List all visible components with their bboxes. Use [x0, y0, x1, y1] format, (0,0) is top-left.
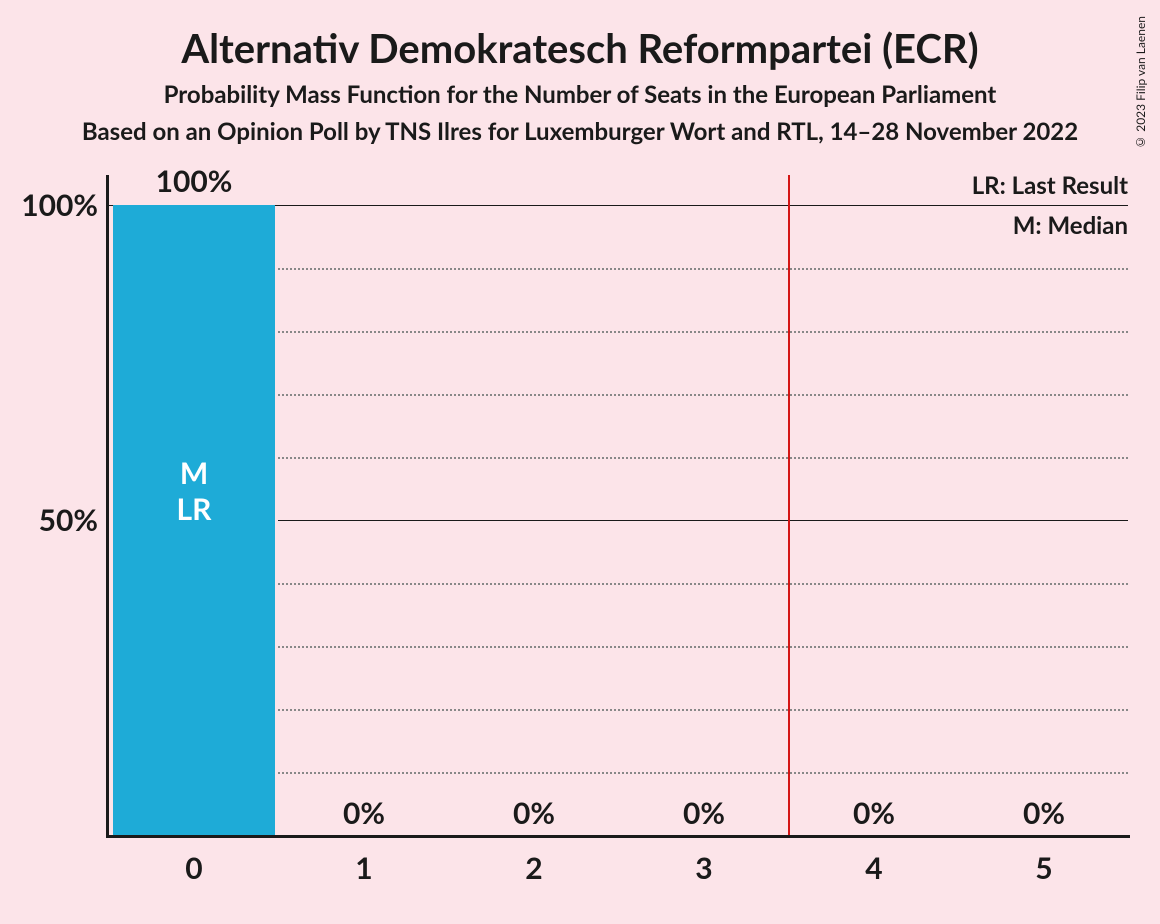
grid-80: [278, 331, 1128, 333]
bar-label-lr: LR: [113, 491, 275, 527]
x-axis: [106, 835, 1130, 838]
grid-90: [278, 268, 1128, 270]
copyright-text: © 2023 Filip van Laenen: [1133, 16, 1148, 150]
y-axis: [106, 175, 109, 838]
grid-40: [278, 583, 1128, 585]
grid-70: [278, 394, 1128, 396]
bar-value-3: 0%: [683, 795, 725, 831]
x-tick-1: 1: [355, 850, 372, 886]
grid-30: [278, 646, 1128, 648]
bar-value-0: 100%: [156, 163, 233, 199]
x-tick-4: 4: [865, 850, 882, 886]
grid-60: [278, 457, 1128, 459]
bar-value-1: 0%: [343, 795, 385, 831]
x-tick-0: 0: [185, 850, 202, 886]
chart-plot-area: 100% 50% M LR 100% 0% 0% 0% 0% 0% 0 1 2 …: [108, 205, 1138, 845]
bar-0: M LR: [113, 205, 275, 835]
x-tick-5: 5: [1035, 850, 1052, 886]
legend-m: M: Median: [1013, 211, 1128, 240]
y-tick-100: 100%: [0, 187, 98, 223]
x-tick-3: 3: [695, 850, 712, 886]
grid-10: [278, 772, 1128, 774]
bar-value-2: 0%: [513, 795, 555, 831]
chart-subtitle2: Based on an Opinion Poll by TNS Ilres fo…: [0, 109, 1160, 146]
y-tick-50: 50%: [0, 502, 98, 538]
chart-title: Alternativ Demokratesch Reformpartei (EC…: [0, 0, 1160, 72]
red-threshold-line: [788, 175, 790, 835]
grid-20: [278, 709, 1128, 711]
grid-50: [278, 520, 1128, 521]
bar-value-4: 0%: [853, 795, 895, 831]
bar-label-m: M: [113, 455, 275, 491]
x-tick-2: 2: [525, 850, 542, 886]
chart-subtitle: Probability Mass Function for the Number…: [0, 72, 1160, 109]
legend-lr: LR: Last Result: [972, 171, 1128, 200]
bar-value-5: 0%: [1023, 795, 1065, 831]
